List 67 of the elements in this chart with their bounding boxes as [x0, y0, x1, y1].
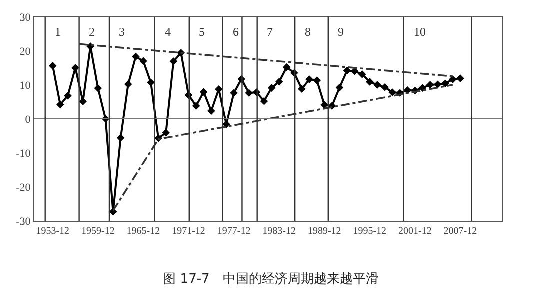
point — [313, 76, 321, 84]
point — [124, 80, 132, 88]
point — [215, 86, 223, 94]
point — [381, 83, 389, 92]
point — [442, 80, 450, 88]
point — [388, 88, 396, 96]
point — [268, 84, 276, 92]
ref-line-label: 7 — [267, 25, 273, 39]
y-tick-label: -30 — [16, 216, 32, 228]
point — [449, 76, 457, 84]
point — [358, 70, 366, 78]
ref-line-label: 4 — [165, 25, 171, 39]
point — [275, 78, 284, 86]
y-tick-label: 20 — [20, 46, 32, 58]
y-tick-label: -10 — [16, 148, 32, 160]
point — [208, 107, 216, 116]
point — [374, 81, 382, 89]
point — [94, 84, 102, 92]
point — [456, 74, 464, 82]
point — [306, 76, 314, 84]
point — [140, 57, 148, 66]
ref-line-label: 8 — [305, 25, 311, 39]
point — [162, 129, 170, 137]
x-tick-label: 1959-12 — [82, 226, 115, 237]
ref-line-label: 5 — [199, 25, 205, 39]
point — [64, 92, 72, 100]
x-tick-label: 1995-12 — [353, 226, 387, 237]
y-tick-label: 10 — [20, 80, 32, 92]
x-tick-label: 1983-12 — [262, 226, 296, 237]
x-tick-label: 1989-12 — [308, 226, 342, 237]
point — [170, 58, 178, 66]
point — [434, 80, 442, 89]
point — [282, 63, 291, 72]
point — [116, 134, 125, 142]
point — [192, 102, 200, 110]
x-tick-label: 2001-12 — [398, 226, 432, 237]
x-tick-label: 1971-12 — [172, 226, 206, 237]
x-tick-label: 1977-12 — [217, 226, 251, 237]
ref-line-label: 6 — [233, 25, 239, 39]
point — [56, 100, 64, 109]
ref-line-label: 9 — [338, 25, 344, 39]
point — [320, 101, 329, 109]
point — [260, 97, 268, 106]
point — [298, 85, 306, 93]
point — [200, 88, 208, 96]
point — [366, 78, 374, 86]
ref-line-label: 10 — [414, 25, 426, 39]
y-tick-label: 30 — [20, 12, 32, 24]
point — [230, 89, 238, 98]
point — [426, 81, 434, 89]
x-tick-label: 2007-12 — [444, 226, 478, 237]
point — [418, 84, 427, 92]
ref-line-label: 1 — [55, 25, 61, 39]
ref-line-label: 3 — [119, 25, 125, 39]
x-tick-label: 1965-12 — [126, 226, 160, 237]
x-tick-label: 1953-12 — [36, 226, 70, 237]
point — [245, 89, 254, 98]
point — [350, 68, 359, 76]
y-tick-label: -20 — [16, 182, 32, 194]
point — [48, 62, 57, 70]
text: 图 17-7 中国的经济周期越来越平滑 — [163, 272, 379, 287]
point — [132, 52, 140, 61]
point — [336, 84, 344, 92]
point — [343, 66, 352, 75]
point — [147, 78, 155, 87]
ref-line-label: 2 — [89, 25, 95, 39]
y-tick-label: 0 — [25, 114, 32, 126]
